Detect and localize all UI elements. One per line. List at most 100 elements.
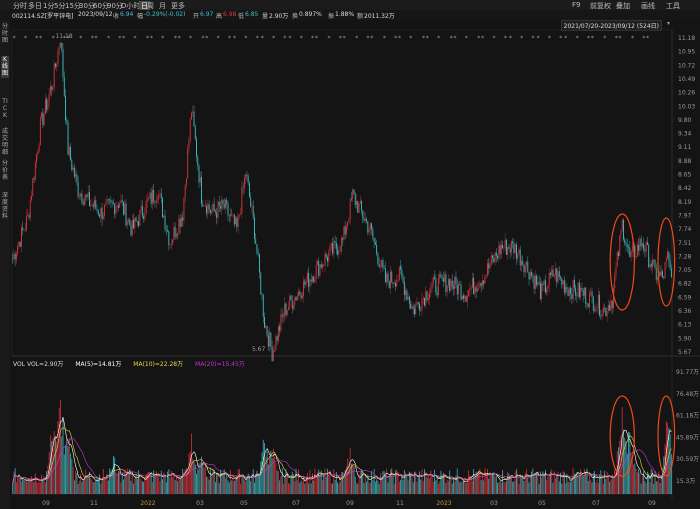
adjust-button[interactable]: 前复权: [590, 2, 611, 10]
period-tab-8[interactable]: D小时: [121, 2, 141, 10]
candle-body: [635, 256, 637, 258]
left-tab-0[interactable]: 分时图: [1, 23, 8, 44]
period-tab-12[interactable]: 更多: [171, 2, 185, 10]
overlay-button[interactable]: 叠加: [616, 2, 630, 10]
left-tab-5[interactable]: 深度资料: [1, 192, 8, 220]
candle-body: [102, 215, 104, 220]
volume-bar: [248, 475, 250, 494]
candle-body: [376, 244, 378, 254]
volume-bar: [426, 477, 428, 494]
x-axis-label: 03: [490, 500, 498, 507]
candle-body: [625, 243, 627, 245]
candle-body: [442, 278, 444, 282]
volume-bar: [500, 483, 502, 494]
candle-body: [81, 193, 83, 203]
candle-body: [134, 217, 136, 229]
candle-body: [150, 192, 152, 204]
volume-bar: [633, 464, 635, 494]
candle-body: [589, 293, 590, 308]
period-tab-2[interactable]: 1分: [43, 2, 55, 10]
volume-bar: [607, 474, 609, 494]
period-tab-10[interactable]: 周: [147, 2, 154, 10]
quote-date: 2023/09/12: [78, 11, 113, 18]
period-tab-9[interactable]: 日: [139, 1, 150, 11]
candle-body: [300, 293, 302, 299]
candle-body: [119, 203, 121, 208]
candle-body: [500, 244, 502, 255]
f9-button[interactable]: F9: [572, 1, 581, 9]
period-tab-4[interactable]: 15分: [65, 2, 81, 10]
volume-bar: [422, 480, 424, 494]
price-axis-label: 8.42: [678, 185, 692, 192]
candle-body: [377, 253, 379, 264]
event-marker: *: [564, 35, 567, 42]
volume-bar: [571, 479, 573, 494]
price-axis-label: 10.95: [678, 49, 695, 56]
volume-bar: [18, 476, 20, 494]
period-tab-5[interactable]: 30分: [79, 2, 95, 10]
volume-bar: [91, 479, 93, 494]
volume-bar: [427, 475, 429, 494]
candle-body: [324, 253, 326, 266]
volume-bar: [512, 481, 514, 494]
volume-legend: VOL VOL=2.90万 MA(5)=14.81万 MA(10)=22.28万…: [13, 359, 255, 368]
candle-body: [669, 260, 671, 269]
volume-bar: [106, 473, 108, 494]
highlight-ellipse: [609, 213, 635, 311]
left-tab-1[interactable]: K线图: [1, 56, 9, 78]
volume-bar: [596, 479, 598, 494]
left-tab-4[interactable]: 分价表: [1, 160, 8, 181]
volume-bar: [478, 470, 480, 494]
left-tab-2[interactable]: TICK: [2, 98, 8, 119]
volume-bar: [266, 450, 268, 494]
volume-bar: [531, 471, 533, 494]
period-tab-11[interactable]: 月: [159, 2, 166, 10]
candle-body: [153, 189, 155, 202]
volume-bar: [621, 407, 623, 494]
candle-body: [456, 284, 458, 295]
volume-bar: [264, 442, 265, 494]
change-value: -0.29%(-0.02): [144, 11, 186, 18]
period-tab-1[interactable]: 多日: [28, 2, 42, 10]
volume-bar: [141, 481, 143, 494]
candle-body: [276, 336, 278, 341]
volume-bar: [495, 475, 497, 494]
candle-body: [105, 202, 107, 205]
draw-line-button[interactable]: 画线: [641, 2, 655, 10]
candle-body: [348, 219, 350, 222]
volume-bar: [121, 472, 123, 494]
volume-bar: [284, 476, 286, 494]
volume-bar: [155, 471, 157, 494]
candle-body: [225, 199, 226, 208]
period-tab-6[interactable]: 60分: [93, 2, 109, 10]
volume-bar: [21, 481, 22, 494]
period-tab-0[interactable]: 分时: [13, 2, 27, 10]
volume-bar: [164, 475, 166, 494]
candle-body: [495, 252, 497, 256]
volume-bar: [523, 480, 525, 494]
candle-body: [585, 287, 587, 304]
candle-body: [310, 279, 312, 282]
candle-body: [592, 296, 594, 311]
candle-body: [42, 112, 44, 126]
candle-body: [412, 306, 414, 309]
date-range-selector[interactable]: 2021/07/20-2023/09/12 (524日): [560, 20, 662, 31]
volume-bar: [465, 483, 467, 494]
volume-bar: [354, 476, 356, 494]
candle-body: [296, 295, 298, 301]
chevron-down-icon[interactable]: ▾: [666, 20, 670, 27]
left-tab-3[interactable]: 成交明细: [1, 128, 8, 156]
candle-body: [460, 284, 462, 300]
volume-bar: [662, 468, 663, 494]
period-tab-7[interactable]: 90分: [107, 2, 123, 10]
candle-body: [315, 265, 317, 279]
tools-button[interactable]: 工具: [666, 2, 680, 10]
volume-bar: [430, 470, 432, 494]
volume-bar: [242, 475, 244, 494]
volume-bar: [581, 475, 583, 494]
volume-bar: [529, 476, 531, 494]
volume-bar: [134, 478, 136, 494]
period-tab-3[interactable]: 5分: [54, 2, 66, 10]
low-value: 6.85: [245, 11, 259, 18]
